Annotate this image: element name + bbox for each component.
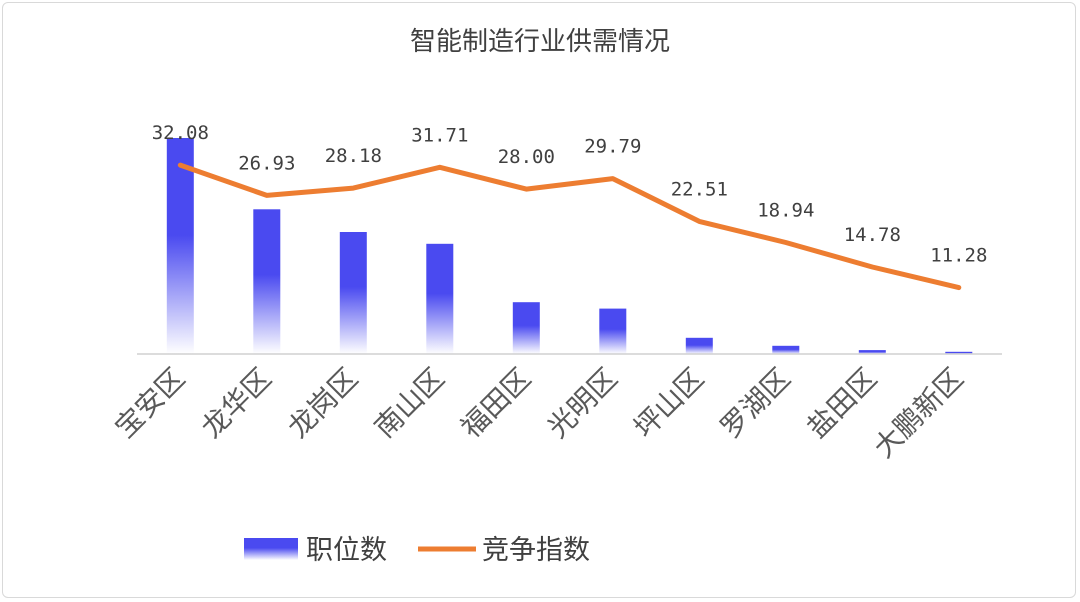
data-label-6: 22.51 [671, 178, 728, 200]
bar-8 [858, 350, 886, 354]
bar-3 [426, 243, 454, 354]
data-label-8: 14.78 [844, 224, 901, 246]
series-line [177, 162, 962, 291]
chart-title: 智能制造行业供需情况 [410, 27, 670, 57]
bars-layer [166, 138, 973, 354]
data-label-9: 11.28 [930, 245, 987, 267]
legend-item-bar: 职位数 [244, 535, 387, 566]
bar-6 [685, 337, 713, 354]
x-tick-3: 南山区 [368, 362, 451, 445]
x-tick-2: 龙岗区 [282, 362, 365, 445]
legend-line-label: 竞争指数 [482, 535, 590, 566]
data-labels-layer: 32.08 26.93 28.18 31.71 28.00 29.79 22.51 18.94… [152, 122, 988, 267]
x-tick-8: 盐田区 [801, 362, 884, 445]
bar-2 [339, 232, 367, 354]
legend-item-line: 竞争指数 [418, 535, 590, 566]
x-tick-0: 宝安区 [109, 362, 192, 445]
data-label-0: 32.08 [152, 122, 209, 144]
bar-4 [512, 302, 540, 354]
x-tick-1: 龙华区 [195, 362, 278, 445]
x-tick-6: 坪山区 [628, 362, 711, 445]
bar-7 [772, 345, 800, 354]
x-tick-7: 罗湖区 [714, 362, 797, 445]
legend-bar-swatch [244, 538, 298, 560]
line-layer [177, 162, 962, 291]
bar-9 [945, 351, 973, 354]
bar-5 [599, 308, 627, 354]
bar-1 [253, 209, 281, 354]
data-label-2: 28.18 [325, 145, 382, 167]
x-tick-5: 光明区 [541, 362, 624, 445]
data-label-3: 31.71 [411, 124, 468, 146]
x-tick-4: 福田区 [455, 362, 538, 445]
data-label-1: 26.93 [238, 152, 295, 174]
data-label-4: 28.00 [498, 146, 555, 168]
data-label-5: 29.79 [584, 136, 641, 158]
data-label-7: 18.94 [757, 200, 814, 222]
x-tick-9: 大鹏新区 [867, 362, 970, 465]
legend-bar-label: 职位数 [306, 535, 387, 566]
bar-0 [166, 138, 194, 354]
legend: 职位数 竞争指数 [244, 535, 590, 566]
